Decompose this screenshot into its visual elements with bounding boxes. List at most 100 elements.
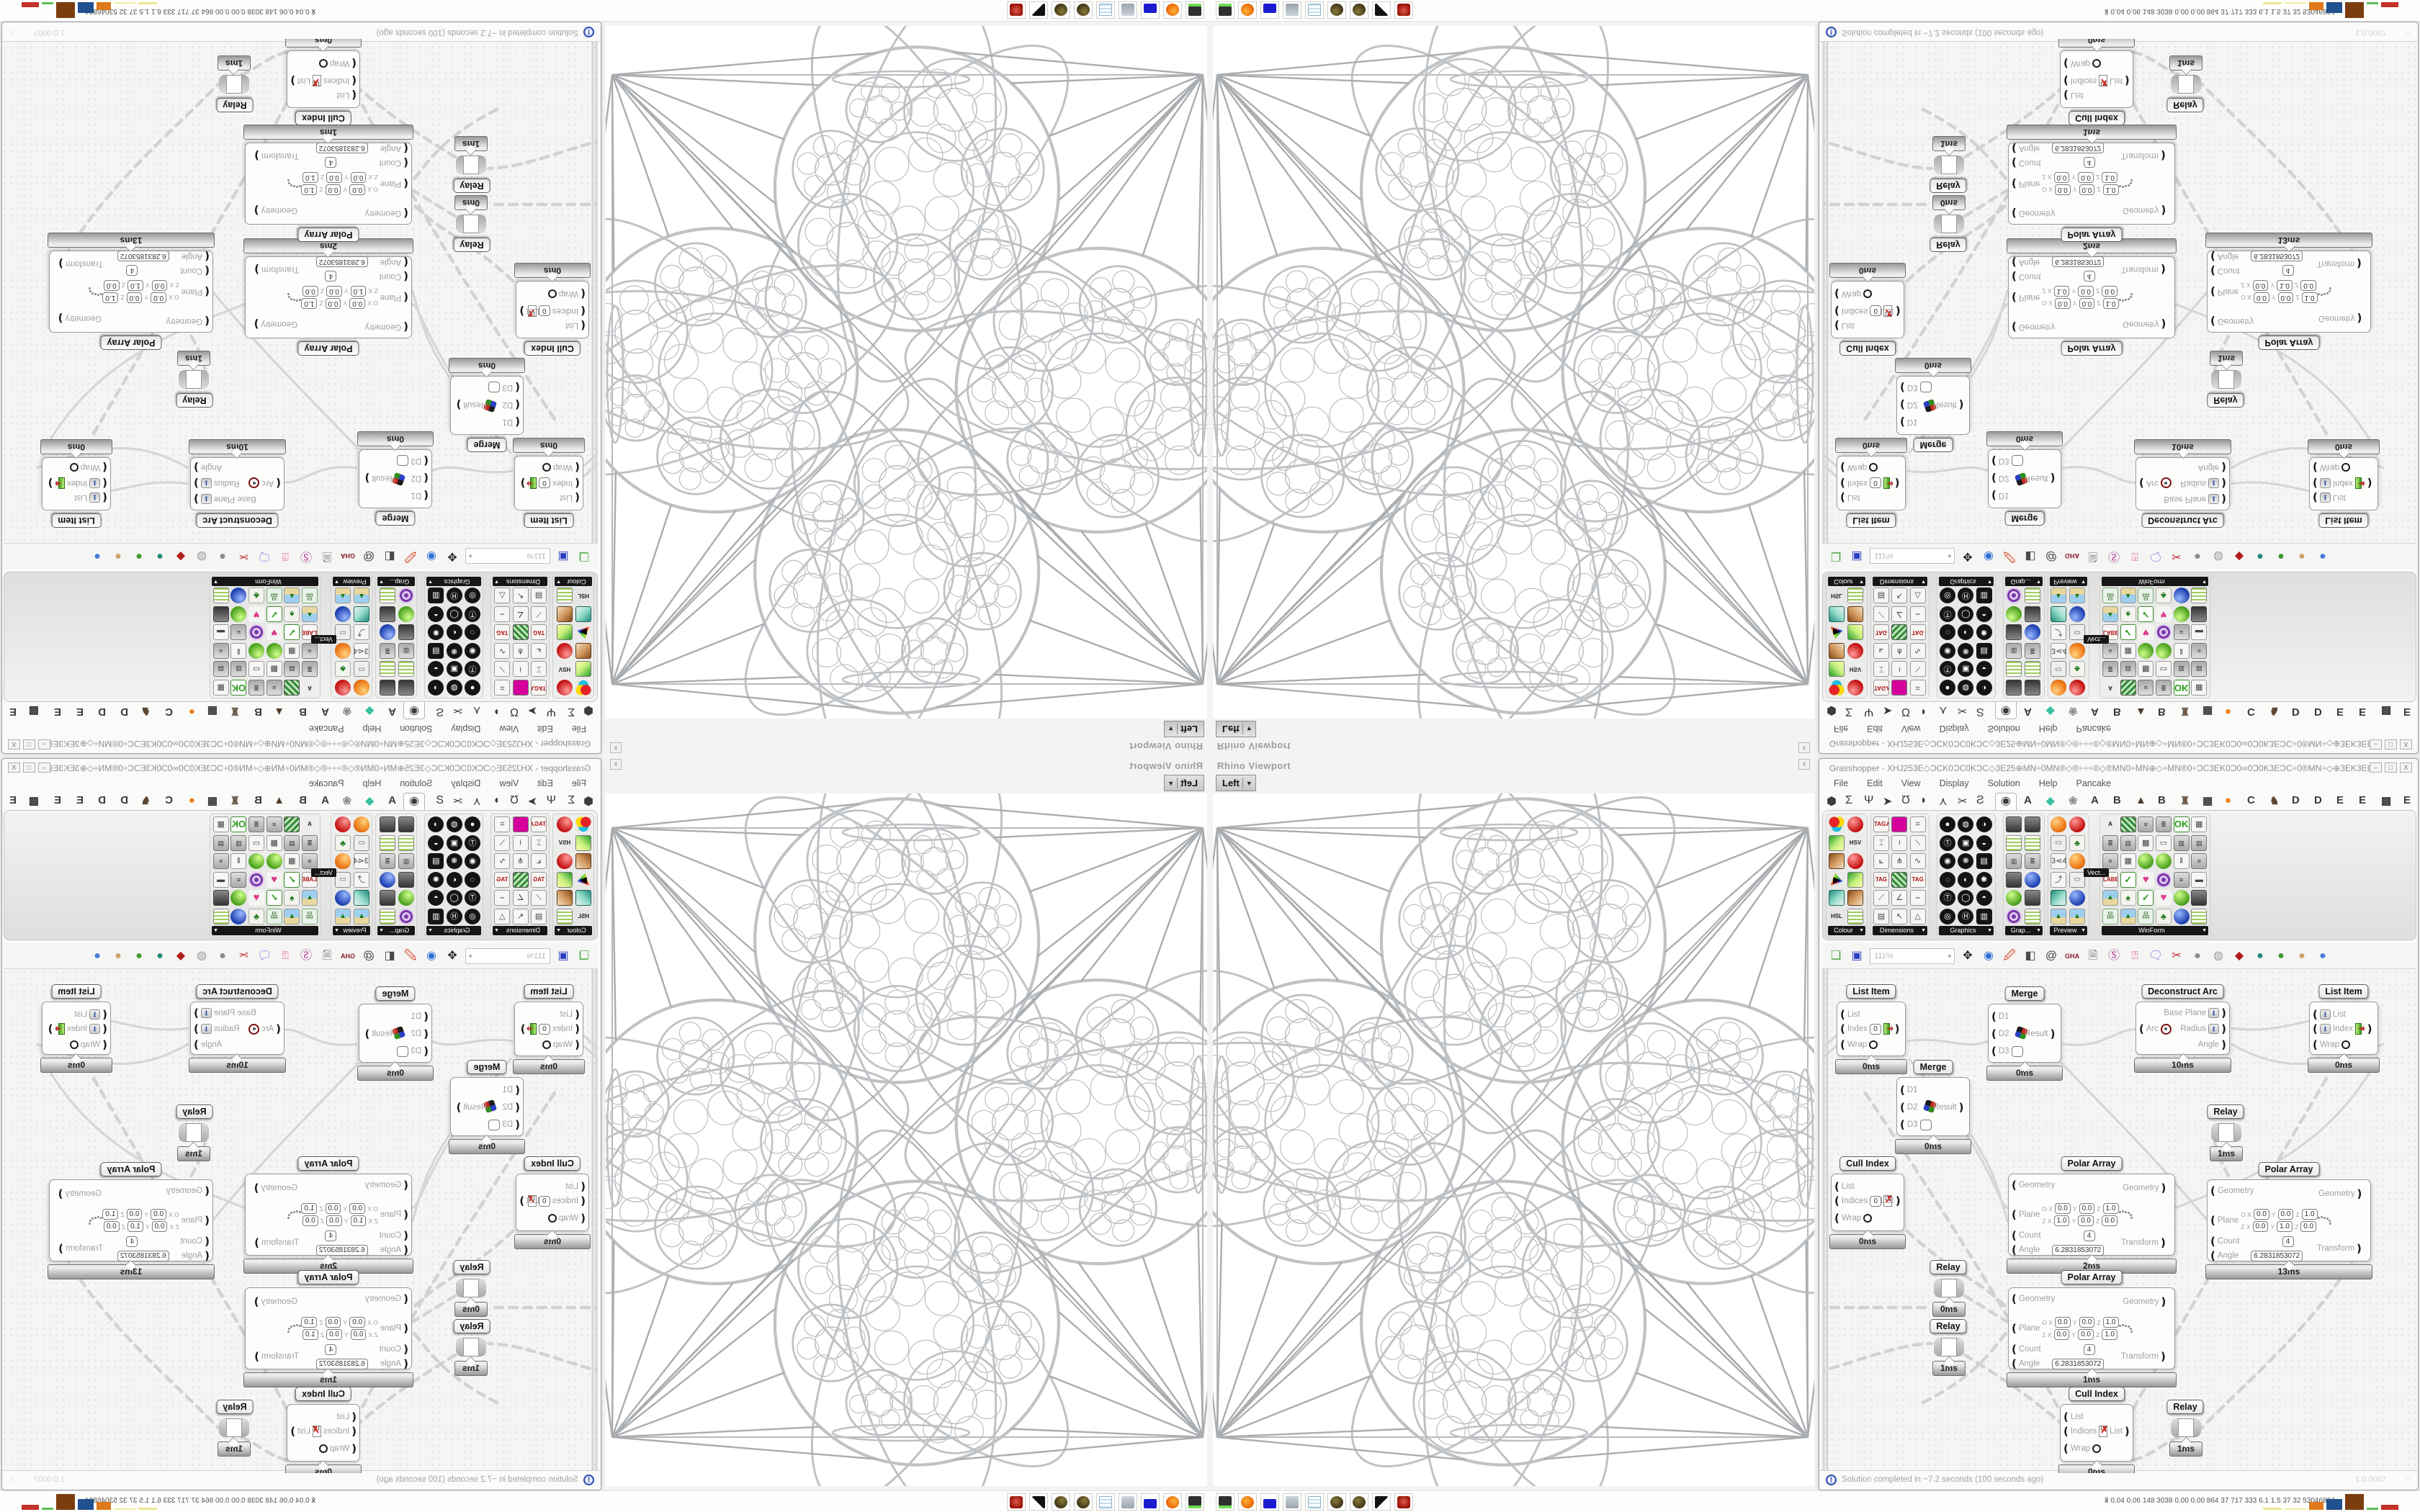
- component-label[interactable]: Relay: [2166, 98, 2204, 112]
- palette-icon[interactable]: ♣: [248, 588, 265, 604]
- console-app-icon[interactable]: [1186, 1493, 1204, 1511]
- component-body-polar[interactable]: (Geometry(Plane O X 0.0 Y 0.0 Z 1.0 Z X 0.0 Y 1.0 Z…: [2207, 1179, 2371, 1262]
- palette-icon[interactable]: [2025, 680, 2040, 696]
- maximize-button[interactable]: □: [2385, 739, 2397, 750]
- palette-icon[interactable]: ≣: [248, 680, 265, 696]
- plugin-tab-4[interactable]: B: [299, 706, 307, 718]
- plugin-tab-11[interactable]: ♞: [140, 705, 151, 717]
- category-tab-icon-3[interactable]: ➤: [527, 704, 537, 716]
- floppy64-icon[interactable]: [1260, 1, 1279, 19]
- palette-icon[interactable]: ♣: [248, 908, 265, 924]
- category-tab-icon-0[interactable]: ⬢: [583, 796, 593, 808]
- palette-icon[interactable]: ▲: [2051, 588, 2066, 604]
- palette-icon[interactable]: ▦: [2120, 643, 2136, 659]
- palette-icon[interactable]: ▬: [2191, 624, 2208, 641]
- component-body-polar[interactable]: (Geometry(Plane O X 0.0 Y 0.0 Z 1.0 Z X 1.0 Y 0.0 Z…: [245, 1174, 412, 1256]
- notepad-icon[interactable]: [1096, 1, 1115, 19]
- palette-icon[interactable]: [2025, 624, 2040, 641]
- close-button[interactable]: X: [2400, 762, 2412, 773]
- palette-icon[interactable]: ✺: [1976, 624, 1992, 641]
- sphere-tan-icon[interactable]: ●: [115, 949, 122, 962]
- palette-icon[interactable]: ▣: [446, 834, 462, 851]
- palette-icon[interactable]: 3⋖4: [2051, 853, 2066, 869]
- menu-help[interactable]: Help: [2038, 724, 2058, 734]
- palette-icon[interactable]: 品: [302, 588, 318, 604]
- palette-icon[interactable]: ≡: [266, 680, 282, 696]
- menu-file[interactable]: File: [1834, 724, 1849, 734]
- plugin-tab-8[interactable]: ▦: [2202, 705, 2213, 717]
- walnut2-icon[interactable]: [1350, 1493, 1368, 1511]
- help-box-icon[interactable]: ⍰: [282, 949, 289, 962]
- palette-icon[interactable]: ▬: [212, 871, 229, 888]
- palette-icon[interactable]: ♥: [2138, 871, 2154, 888]
- palette-icon[interactable]: [354, 816, 369, 832]
- palette-icon[interactable]: [230, 908, 247, 924]
- palette-icon[interactable]: ▲: [335, 908, 351, 924]
- palette-icon[interactable]: [380, 908, 395, 924]
- relay-node[interactable]: [1934, 215, 1964, 233]
- menu-view[interactable]: View: [1901, 778, 1921, 788]
- relay-node[interactable]: [2171, 75, 2201, 94]
- category-tab-icon-6[interactable]: ⋏: [472, 796, 481, 808]
- view-tab-left[interactable]: Left ▼: [1216, 721, 1256, 737]
- red-badge-icon[interactable]: [1007, 1, 1026, 19]
- palette-icon[interactable]: Ⓣ: [465, 890, 480, 906]
- palette-icon[interactable]: ▲: [302, 890, 318, 906]
- menu-pancake[interactable]: Pancake: [2076, 724, 2112, 734]
- component-body-merge[interactable]: (D1(D2(D3 Result): [359, 1004, 432, 1063]
- palette-icon[interactable]: ≡: [212, 643, 229, 659]
- palette-icon[interactable]: [380, 680, 395, 696]
- finder-icon[interactable]: Ⓢ: [300, 949, 313, 962]
- palette-icon[interactable]: Ⓣ: [1940, 606, 1955, 622]
- gem-red-icon[interactable]: ◆: [176, 949, 186, 962]
- component-label[interactable]: Merge: [467, 438, 507, 452]
- zoom-level-dropdown[interactable]: 111%: [465, 548, 550, 564]
- menu-file[interactable]: File: [1834, 778, 1849, 788]
- help-box-icon[interactable]: ⍰: [282, 550, 289, 563]
- category-tab-icon-1[interactable]: Σ: [568, 706, 575, 718]
- palette-icon[interactable]: 3⋖4: [2051, 643, 2066, 659]
- printer-doc-icon[interactable]: [1119, 1, 1137, 19]
- palette-icon[interactable]: ▭: [354, 661, 369, 678]
- printer-doc-icon[interactable]: [1283, 1, 1301, 19]
- relay-node[interactable]: [179, 1123, 209, 1142]
- palette-icon[interactable]: ◎: [1940, 588, 1955, 604]
- notepad-icon[interactable]: [1305, 1, 1324, 19]
- palette-icon[interactable]: ▶: [1830, 873, 1843, 886]
- palette-icon[interactable]: ⌶: [531, 661, 547, 678]
- plugin-tab-0[interactable]: A: [388, 706, 396, 718]
- palette-group-label[interactable]: Grap... ▼: [2005, 926, 2043, 935]
- palette-icon[interactable]: ∿: [494, 853, 511, 869]
- palette-icon[interactable]: ▶: [1829, 625, 1845, 641]
- palette-icon[interactable]: [2173, 890, 2190, 906]
- palette-icon[interactable]: HSV: [1849, 839, 1862, 846]
- component-body-listitem[interactable]: (⭳List(⭳Indexi)(Wrap: [42, 457, 111, 510]
- paint-brush-icon[interactable]: 🖉: [404, 550, 417, 563]
- sphere-green-icon[interactable]: ●: [135, 949, 143, 962]
- component-label[interactable]: Cull Index: [2069, 1387, 2125, 1401]
- plugin-tab-14[interactable]: E: [2336, 706, 2344, 718]
- palette-icon[interactable]: [2051, 816, 2066, 832]
- palette-icon[interactable]: ⍿: [1891, 661, 1908, 678]
- vect-floating-label[interactable]: Vect...: [310, 868, 336, 877]
- palette-icon[interactable]: ▤: [1873, 908, 1889, 924]
- palette-icon[interactable]: ▲: [2102, 606, 2118, 622]
- relay-node[interactable]: [219, 1418, 249, 1437]
- plugin-tab-8[interactable]: ▦: [207, 705, 218, 717]
- palette-icon[interactable]: ▤: [531, 588, 547, 604]
- page-icon[interactable]: 🗎: [322, 949, 332, 962]
- palette-icon[interactable]: [398, 834, 414, 851]
- palette-icon[interactable]: ⍿: [512, 661, 529, 678]
- save-file-icon[interactable]: ▣: [557, 949, 569, 962]
- component-label[interactable]: Relay: [1930, 179, 1967, 193]
- palette-icon[interactable]: ♥: [2138, 624, 2154, 641]
- component-body-merge[interactable]: (D1(D2(D3 Result): [450, 376, 524, 435]
- scissors-icon[interactable]: ✂: [238, 949, 248, 962]
- walnut2-icon[interactable]: [1052, 1493, 1070, 1511]
- palette-icon[interactable]: [2138, 643, 2154, 659]
- palette-icon[interactable]: ▥: [230, 661, 247, 678]
- palette-icon[interactable]: [2173, 908, 2190, 924]
- palette-icon[interactable]: [575, 834, 591, 851]
